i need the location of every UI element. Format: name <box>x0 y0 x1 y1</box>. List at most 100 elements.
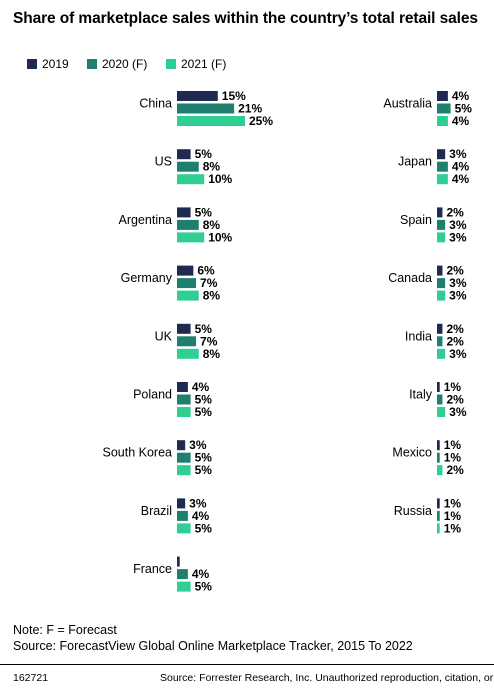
bar <box>177 323 191 334</box>
country-label: Canada <box>388 271 432 285</box>
data-label: 2% <box>446 322 464 336</box>
country-group-argentina: Argentina 5%8%10% <box>118 205 232 244</box>
data-label: 3% <box>449 276 467 290</box>
bar <box>177 452 191 463</box>
country-group-italy: Italy 1%2%3% <box>409 380 467 419</box>
bar <box>437 440 440 451</box>
data-label: 15% <box>222 89 246 103</box>
bar <box>437 174 448 185</box>
country-label: Italy <box>409 388 433 402</box>
country-group-france: France 4%5% <box>133 556 213 594</box>
data-label: 4% <box>452 160 470 174</box>
bar <box>177 407 191 417</box>
country-label: China <box>139 97 172 111</box>
data-label: 8% <box>203 347 221 361</box>
country-label: South Korea <box>103 446 173 460</box>
bar <box>437 290 446 301</box>
bar <box>177 116 245 126</box>
chart-title: Share of marketplace sales within the co… <box>13 10 478 27</box>
source-text: Source: ForecastView Global Online Marke… <box>13 639 413 653</box>
data-label: 3% <box>449 405 467 419</box>
footer-source: Source: Forrester Research, Inc. Unautho… <box>160 672 494 684</box>
data-label: 10% <box>208 230 232 244</box>
data-label: 7% <box>200 334 218 348</box>
bar <box>177 394 191 405</box>
data-label: 2% <box>446 393 464 407</box>
footer-id: 162721 <box>13 672 49 684</box>
bar <box>177 465 191 476</box>
country-label: Poland <box>133 388 172 402</box>
bar <box>177 207 191 218</box>
country-group-germany: Germany 6%7%8% <box>121 264 221 303</box>
country-group-australia: Australia 4%5%4% <box>383 89 472 128</box>
country-group-china: China 15%21%25% <box>139 89 273 128</box>
data-label: 8% <box>203 289 221 303</box>
bar <box>177 265 194 276</box>
data-label: 5% <box>195 580 213 594</box>
note: Note: F = Forecast <box>13 623 117 637</box>
country-label: Australia <box>383 97 432 111</box>
bar <box>437 452 440 463</box>
bar <box>437 278 446 289</box>
bar <box>177 290 199 301</box>
bar <box>437 103 451 114</box>
country-label: France <box>133 562 172 576</box>
bar <box>437 348 446 359</box>
data-label: 2% <box>446 205 464 219</box>
country-group-brazil: Brazil 3%4%5% <box>141 496 213 535</box>
legend-swatch <box>166 59 176 69</box>
bar <box>437 510 440 521</box>
country-label: Germany <box>121 271 173 285</box>
data-label: 4% <box>192 380 210 394</box>
data-label: 21% <box>238 102 262 116</box>
data-label: 5% <box>195 451 213 465</box>
country-label: Japan <box>398 155 432 169</box>
data-label: 4% <box>192 567 210 581</box>
bar <box>437 207 443 218</box>
data-label: 5% <box>195 205 213 219</box>
country-label: Spain <box>400 213 432 227</box>
data-label: 4% <box>452 114 470 128</box>
data-label: 4% <box>192 509 210 523</box>
bar <box>437 149 446 160</box>
country-group-us: US 5%8%10% <box>155 147 233 186</box>
data-label: 3% <box>449 289 467 303</box>
bar <box>177 498 186 509</box>
data-label: 3% <box>449 230 467 244</box>
bar <box>437 116 448 126</box>
country-label: Russia <box>394 504 432 518</box>
bar <box>177 149 191 160</box>
country-group-uk: UK 5%7%8% <box>155 322 221 361</box>
data-label: 5% <box>455 102 473 116</box>
data-label: 3% <box>449 218 467 232</box>
data-label: 5% <box>195 463 213 477</box>
bar <box>437 336 443 347</box>
country-label: Argentina <box>118 213 172 227</box>
data-label: 7% <box>200 276 218 290</box>
bar <box>437 407 446 417</box>
country-label: US <box>155 155 172 169</box>
country-label: UK <box>155 329 173 343</box>
bar <box>177 440 186 451</box>
data-label: 1% <box>444 380 462 394</box>
bar <box>177 348 199 359</box>
bar <box>177 174 205 185</box>
legend-label: 2019 <box>42 57 69 71</box>
data-label: 3% <box>449 347 467 361</box>
bar <box>177 581 191 592</box>
bar <box>177 161 199 172</box>
data-label: 1% <box>444 521 462 535</box>
data-label: 3% <box>189 496 207 510</box>
data-label: 4% <box>452 172 470 186</box>
data-label: 5% <box>195 521 213 535</box>
bar <box>437 161 448 172</box>
bar <box>177 232 205 243</box>
data-label: 1% <box>444 496 462 510</box>
data-label: 2% <box>446 463 464 477</box>
